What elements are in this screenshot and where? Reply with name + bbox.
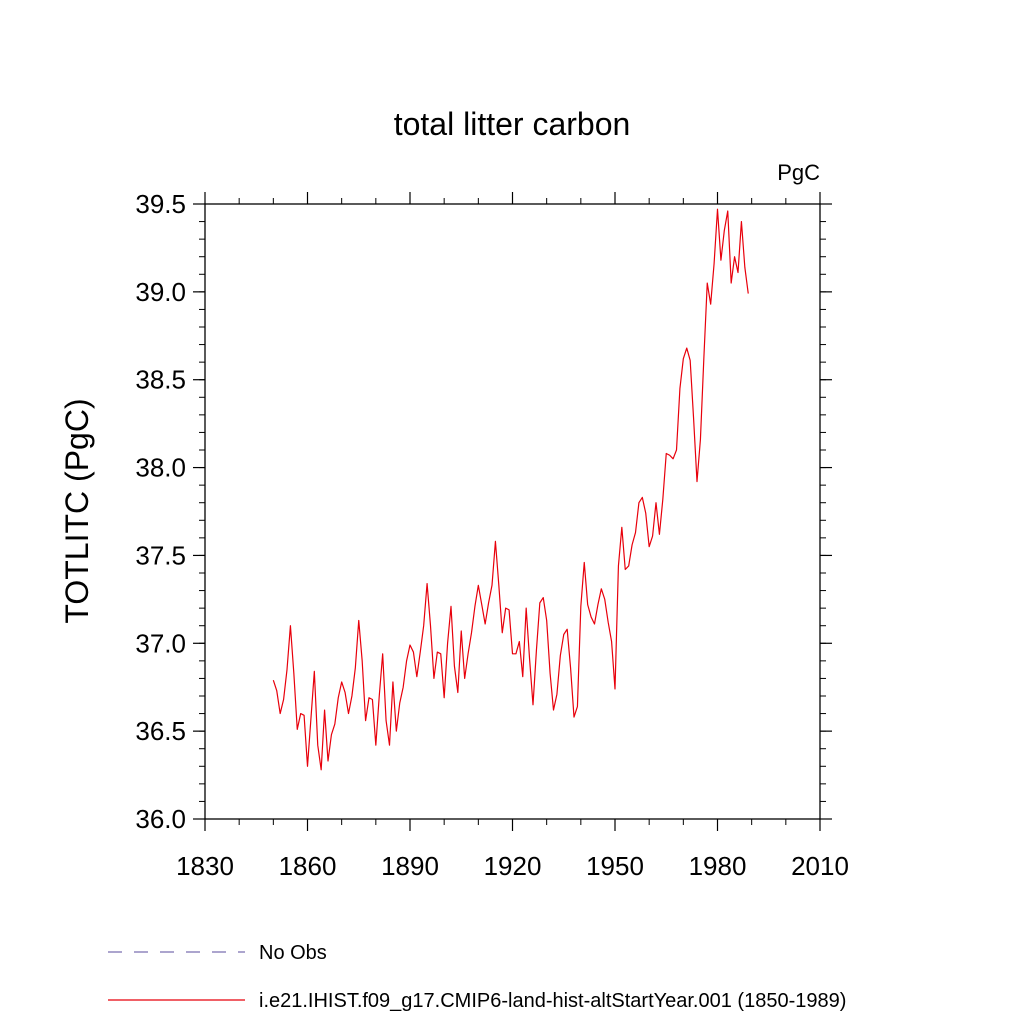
x-tick-label: 2010 — [791, 851, 849, 881]
series-line — [272, 208, 749, 771]
y-tick-label: 37.5 — [135, 540, 186, 570]
x-tick-label: 1920 — [484, 851, 542, 881]
x-tick-label: 1980 — [689, 851, 747, 881]
y-tick-label: 38.0 — [135, 453, 186, 483]
x-axis-ticks: 1830 1860 1890 1920 1950 1980 2010 — [176, 192, 849, 881]
chart-title: total litter carbon — [394, 106, 631, 142]
x-tick-label: 1830 — [176, 851, 234, 881]
legend-label: i.e21.IHIST.f09_g17.CMIP6-land-hist-altS… — [259, 990, 846, 1012]
units-label: PgC — [777, 160, 820, 185]
y-axis-label: TOTLITC (PgC) — [59, 398, 95, 623]
series-layer — [272, 208, 749, 771]
y-tick-label: 39.0 — [135, 277, 186, 307]
legend: No Obs i.e21.IHIST.f09_g17.CMIP6-land-his… — [108, 942, 846, 1012]
x-tick-label: 1890 — [381, 851, 439, 881]
y-tick-label: 39.5 — [135, 189, 186, 219]
y-tick-label: 38.5 — [135, 365, 186, 395]
y-tick-label: 36.0 — [135, 804, 186, 834]
y-tick-label: 37.0 — [135, 628, 186, 658]
x-tick-label: 1950 — [586, 851, 644, 881]
y-axis-ticks: 36.0 36.5 37.0 37.5 38.0 38.5 39.0 39.5 — [135, 189, 832, 834]
y-tick-label: 36.5 — [135, 716, 186, 746]
x-tick-label: 1860 — [279, 851, 337, 881]
legend-label: No Obs — [259, 942, 327, 964]
